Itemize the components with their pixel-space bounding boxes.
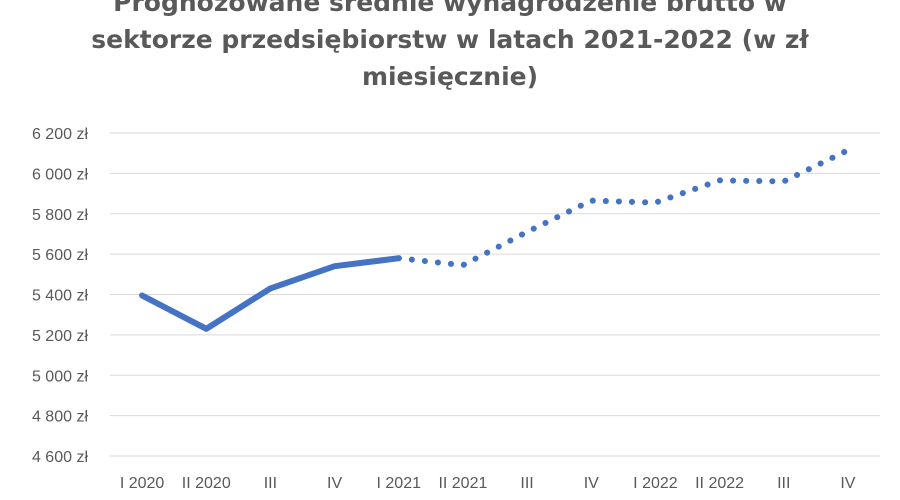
x-tick-label: III <box>264 475 277 492</box>
x-tick-label: II 2020 <box>182 475 231 492</box>
y-tick-label: 6 000 zł <box>32 166 88 183</box>
chart-title-line-1: Prognozowane średnie wynagrodzenie brutt… <box>113 0 787 17</box>
series-line-forecast <box>395 147 851 269</box>
y-tick-label: 6 200 zł <box>32 126 88 143</box>
x-tick-label: IV <box>584 475 599 492</box>
chart-title: Prognozowane średnie wynagrodzenie brutt… <box>0 0 900 95</box>
gridlines <box>110 132 880 457</box>
chart-title-line-2: sektorze przedsiębiorstw w latach 2021-2… <box>91 25 809 54</box>
y-axis-ticks: 4 600 zł 4 800 zł 5 000 zł 5 200 zł 5 400 zł… <box>32 126 88 466</box>
y-tick-label: 5 800 zł <box>32 207 88 224</box>
series-line-actual <box>139 255 402 332</box>
x-axis-ticks: I 2020 II 2020 III IV I 2021 II 2021 III IV I 20… <box>120 475 856 492</box>
y-tick-label: 5 000 zł <box>32 368 88 385</box>
chart-title-line-3: miesięcznie) <box>361 62 539 91</box>
y-tick-label: 4 600 zł <box>32 449 88 466</box>
x-tick-label: III <box>520 475 533 492</box>
x-tick-label: I 2020 <box>120 475 165 492</box>
x-tick-label: II 2022 <box>695 475 744 492</box>
x-tick-label: IV <box>840 475 855 492</box>
x-tick-label: III <box>777 475 790 492</box>
x-tick-label: I 2021 <box>377 475 422 492</box>
x-tick-label: I 2022 <box>633 475 678 492</box>
series-lines <box>139 147 851 332</box>
x-tick-label: II 2021 <box>438 475 487 492</box>
y-tick-label: 5 600 zł <box>32 247 88 264</box>
y-tick-label: 4 800 zł <box>32 409 88 426</box>
y-tick-label: 5 200 zł <box>32 328 88 345</box>
y-tick-label: 5 400 zł <box>32 288 88 305</box>
x-tick-label: IV <box>327 475 342 492</box>
